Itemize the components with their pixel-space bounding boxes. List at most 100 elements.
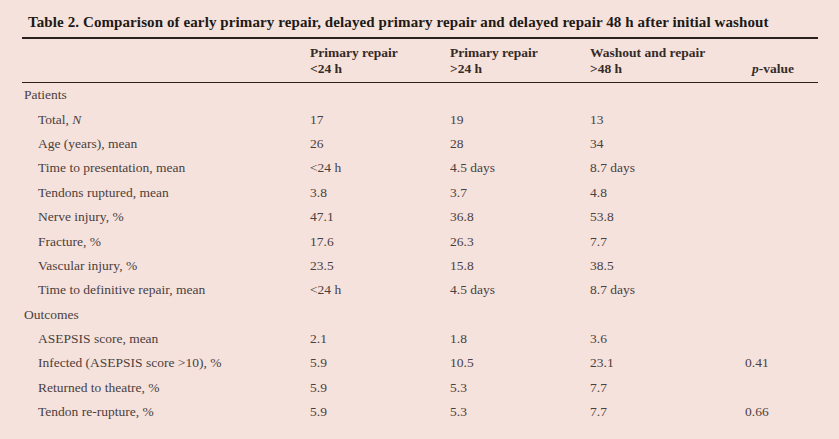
section-row: Outcomes <box>22 303 818 327</box>
cell-pvalue <box>745 376 818 400</box>
row-label: Infected (ASEPSIS score >10), % <box>22 351 310 375</box>
section-label: Patients <box>22 83 818 108</box>
table-row: Time to presentation, mean <24 h 4.5 day… <box>22 156 818 180</box>
cell-value-col2: 5.3 <box>450 376 590 400</box>
column-header: Primary repair <24 h <box>310 39 450 83</box>
cell-value-col1: 23.5 <box>310 254 450 278</box>
cell-pvalue <box>745 278 818 302</box>
cell-value-col1: 47.1 <box>310 205 450 229</box>
cell-value-col2: 4.5 days <box>450 278 590 302</box>
cell-value-col3: 4.8 <box>590 181 745 205</box>
table-row: Nerve injury, % 47.1 36.8 53.8 <box>22 205 818 229</box>
row-label: Total, N <box>22 107 310 131</box>
cell-value-col1: 5.9 <box>310 400 450 424</box>
cell-value-col2: 10.5 <box>450 351 590 375</box>
column-header-line1: Primary repair <box>310 45 450 61</box>
column-header-line2: >24 h <box>450 61 590 77</box>
cell-pvalue <box>745 107 818 131</box>
cell-value-col3: 53.8 <box>590 205 745 229</box>
table-row: Total, N 17 19 13 <box>22 107 818 131</box>
pvalue-header-italic: p <box>752 61 759 76</box>
row-label: Fracture, % <box>22 229 310 253</box>
column-header: Washout and repair >48 h <box>590 39 745 83</box>
table-title: Table 2. Comparison of early primary rep… <box>22 0 818 37</box>
header-row: Primary repair <24 h Primary repair >24 … <box>22 39 818 83</box>
column-header-line1: Primary repair <box>450 45 590 61</box>
cell-pvalue <box>745 132 818 156</box>
cell-value-col2: 19 <box>450 107 590 131</box>
table-row: Tendon re-rupture, % 5.9 5.3 7.7 0.66 <box>22 400 818 424</box>
cell-pvalue <box>745 254 818 278</box>
row-label-text: ASEPSIS score, mean <box>38 331 158 346</box>
table-row: Tendons ruptured, mean 3.8 3.7 4.8 <box>22 181 818 205</box>
cell-value-col3: 7.7 <box>590 229 745 253</box>
cell-value-col3: 8.7 days <box>590 156 745 180</box>
cell-value-col1: 3.8 <box>310 181 450 205</box>
empty-header-cell <box>22 39 310 83</box>
cell-value-col2: 36.8 <box>450 205 590 229</box>
table-row: Age (years), mean 26 28 34 <box>22 132 818 156</box>
cell-value-col3: 8.7 days <box>590 278 745 302</box>
row-label-text: Tendons ruptured, mean <box>38 185 169 200</box>
cell-value-col3: 23.1 <box>590 351 745 375</box>
column-header-line2: <24 h <box>310 61 450 77</box>
cell-pvalue <box>745 327 818 351</box>
cell-value-col3: 34 <box>590 132 745 156</box>
cell-value-col1: 5.9 <box>310 376 450 400</box>
cell-pvalue <box>745 205 818 229</box>
table-body: Patients Total, N 17 19 13 Age (years), … <box>22 83 818 425</box>
column-header-line1: Washout and repair <box>590 45 745 61</box>
section-row: Patients <box>22 83 818 108</box>
cell-value-col2: 1.8 <box>450 327 590 351</box>
row-label-text: Time to presentation, mean <box>38 160 185 175</box>
cell-value-col3: 7.7 <box>590 376 745 400</box>
cell-value-col1: 5.9 <box>310 351 450 375</box>
table-row: ASEPSIS score, mean 2.1 1.8 3.6 <box>22 327 818 351</box>
cell-pvalue <box>745 156 818 180</box>
row-label-text: Age (years), mean <box>38 136 137 151</box>
cell-value-col2: 5.3 <box>450 400 590 424</box>
row-label: Time to presentation, mean <box>22 156 310 180</box>
cell-value-col1: <24 h <box>310 278 450 302</box>
row-label: Age (years), mean <box>22 132 310 156</box>
cell-value-col1: <24 h <box>310 156 450 180</box>
row-label-text: Tendon re-rupture, % <box>38 404 154 419</box>
cell-value-col3: 13 <box>590 107 745 131</box>
cell-value-col2: 15.8 <box>450 254 590 278</box>
cell-value-col1: 2.1 <box>310 327 450 351</box>
cell-value-col2: 26.3 <box>450 229 590 253</box>
row-label-italic: N <box>72 112 81 127</box>
cell-value-col2: 3.7 <box>450 181 590 205</box>
row-label: ASEPSIS score, mean <box>22 327 310 351</box>
cell-value-col3: 7.7 <box>590 400 745 424</box>
row-label-text: Total, <box>38 112 72 127</box>
row-label: Tendons ruptured, mean <box>22 181 310 205</box>
row-label-text: Infected (ASEPSIS score >10), % <box>38 355 221 370</box>
table-row: Time to definitive repair, mean <24 h 4.… <box>22 278 818 302</box>
row-label: Vascular injury, % <box>22 254 310 278</box>
section-label: Outcomes <box>22 303 818 327</box>
table-header: Primary repair <24 h Primary repair >24 … <box>22 39 818 83</box>
cell-value-col1: 17 <box>310 107 450 131</box>
cell-value-col2: 4.5 days <box>450 156 590 180</box>
cell-value-col3: 3.6 <box>590 327 745 351</box>
row-label: Tendon re-rupture, % <box>22 400 310 424</box>
table-row: Vascular injury, % 23.5 15.8 38.5 <box>22 254 818 278</box>
data-table: Primary repair <24 h Primary repair >24 … <box>22 39 818 424</box>
cell-value-col2: 28 <box>450 132 590 156</box>
cell-pvalue: 0.66 <box>745 400 818 424</box>
cell-pvalue <box>745 181 818 205</box>
cell-value-col3: 38.5 <box>590 254 745 278</box>
cell-pvalue: 0.41 <box>745 351 818 375</box>
row-label-text: Time to definitive repair, mean <box>38 282 205 297</box>
row-label: Returned to theatre, % <box>22 376 310 400</box>
column-header-line2: >48 h <box>590 61 745 77</box>
cell-pvalue <box>745 229 818 253</box>
column-header: Primary repair >24 h <box>450 39 590 83</box>
row-label-text: Fracture, % <box>38 234 101 249</box>
pvalue-column-header: p-value <box>745 39 818 83</box>
pvalue-header-rest: -value <box>759 61 794 76</box>
row-label: Nerve injury, % <box>22 205 310 229</box>
cell-value-col1: 17.6 <box>310 229 450 253</box>
row-label-text: Vascular injury, % <box>38 258 137 273</box>
